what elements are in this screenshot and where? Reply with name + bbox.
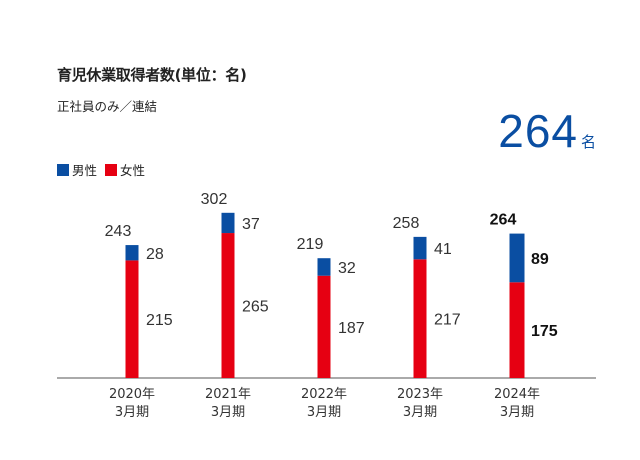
x-tick-year-0: 2020年 xyxy=(109,387,155,402)
total-callout: 264 名 xyxy=(498,104,596,158)
x-tick-year-3: 2023年 xyxy=(397,387,443,402)
chart-subtitle: 正社員のみ／連結 xyxy=(57,99,158,114)
x-tick-period-3: 3月期 xyxy=(403,405,437,420)
legend-item-male: 男性 xyxy=(57,160,97,179)
x-tick-period-1: 3月期 xyxy=(211,405,245,420)
x-tick-year-4: 2024年 xyxy=(494,387,540,402)
bar-female-0 xyxy=(125,260,139,378)
total-label-0: 243 xyxy=(105,223,132,240)
x-tick-year-2: 2022年 xyxy=(301,387,347,402)
male-label-4: 89 xyxy=(531,251,549,268)
female-label-2: 187 xyxy=(338,320,365,337)
bar-female-3 xyxy=(413,259,427,378)
x-tick-period-0: 3月期 xyxy=(115,405,149,420)
legend: 男性 女性 xyxy=(57,160,153,179)
female-label-4: 175 xyxy=(531,323,558,340)
total-label-1: 302 xyxy=(201,191,228,208)
total-label-2: 219 xyxy=(297,236,324,253)
chart-title: 育児休業取得者数(単位：名) xyxy=(57,64,247,85)
total-suffix: 名 xyxy=(580,133,596,151)
male-label-3: 41 xyxy=(434,241,452,258)
bar-male-2 xyxy=(317,258,331,276)
male-label-0: 28 xyxy=(146,246,164,263)
total-label-3: 258 xyxy=(393,215,420,232)
legend-swatch-male xyxy=(57,163,69,176)
bar-male-4 xyxy=(509,233,525,283)
x-tick-period-4: 3月期 xyxy=(500,405,534,420)
male-label-2: 32 xyxy=(338,260,356,277)
title-text: 育児休業取得者数 xyxy=(57,66,175,84)
x-tick-period-2: 3月期 xyxy=(307,405,341,420)
male-label-1: 37 xyxy=(242,216,260,233)
bar-male-0 xyxy=(125,245,139,261)
legend-label-female: 女性 xyxy=(120,163,146,178)
legend-item-female: 女性 xyxy=(105,160,145,179)
bar-male-1 xyxy=(221,212,235,234)
bar-female-2 xyxy=(317,275,331,378)
female-label-0: 215 xyxy=(146,312,173,329)
total-value: 264 xyxy=(498,105,578,157)
bar-female-4 xyxy=(509,282,525,378)
legend-label-male: 男性 xyxy=(72,163,98,178)
legend-swatch-female xyxy=(105,163,118,176)
title-unit: (単位：名) xyxy=(174,66,247,84)
bar-female-1 xyxy=(221,233,235,378)
female-label-3: 217 xyxy=(434,312,461,329)
bar-male-3 xyxy=(413,236,427,260)
x-tick-year-1: 2021年 xyxy=(205,387,251,402)
female-label-1: 265 xyxy=(242,299,269,316)
total-label-4: 264 xyxy=(490,212,517,229)
